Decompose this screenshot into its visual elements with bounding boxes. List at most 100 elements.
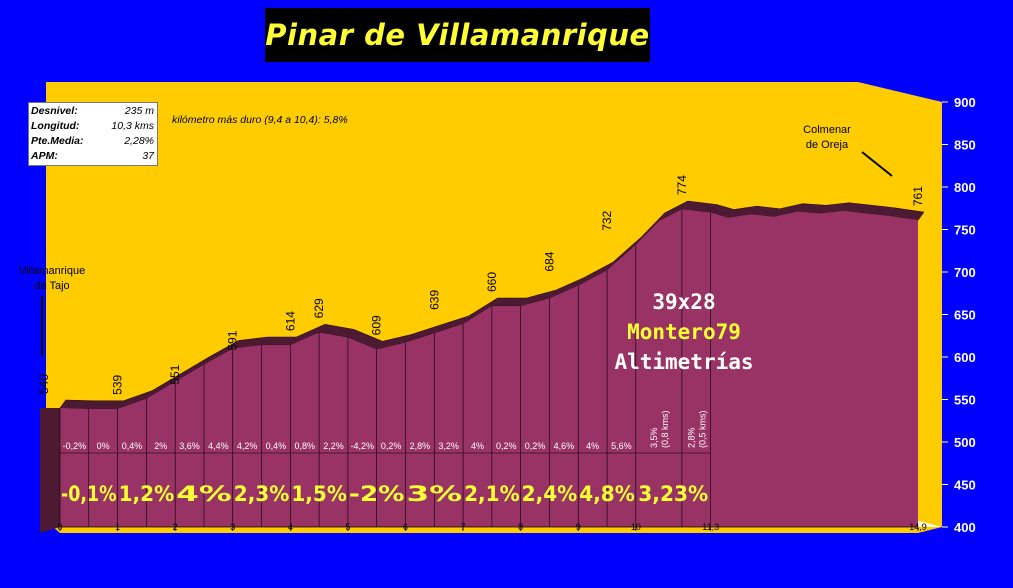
page-title: Pinar de Villamanrique [265,18,650,52]
km-slope-label: -0,1% [61,482,117,506]
y-tick-label: 750 [954,223,976,238]
km-slope-label: 2,4% [522,482,578,506]
end-place-line: Colmenar [803,124,851,136]
segment-slope-label: 5,6% [611,441,632,451]
y-tick-label: 550 [954,393,976,408]
segment-slope-label: 2,8% [410,441,431,451]
segment-slope-label: 0,2% [525,441,546,451]
segment-slope-label: 2,2% [323,441,344,451]
elevation-label: 774 [675,175,689,195]
elevation-label: 609 [370,315,384,335]
stat-row: Longitud: 10,3 kms [31,120,154,135]
start-place-line: de Tajo [34,280,70,292]
credit-author: Montero79 [627,320,741,344]
stat-label: APM: [31,150,58,162]
y-tick-label: 500 [954,435,976,450]
y-tick-label: 850 [954,138,976,153]
segment-slope-label: 0,2% [496,441,517,451]
x-tick-label: 1 [115,522,120,532]
stat-row: Desnivel: 235 m [31,105,154,120]
elevation-label: 732 [600,210,614,230]
km-slope-label: 4% [176,482,232,506]
segment-slope-label: 4% [586,441,599,451]
y-tick-label: 400 [954,520,976,535]
x-tick-label: 3 [230,522,235,532]
segment-slope-label: 0,2% [381,441,402,451]
end-place-label: Colmenar de Oreja [782,123,872,153]
x-tick-label: 9 [576,522,581,532]
x-tick-label: 6 [403,522,408,532]
elevation-label: 539 [111,375,125,395]
x-tick-label: 5 [345,522,350,532]
stat-value: 10,3 kms [111,120,154,132]
km-slope-label: 4,8% [579,482,635,506]
start-place-line: Villamanrique [18,265,86,277]
segment-slope-label: -4,2% [351,441,375,451]
hardest-km-note: kilómetro más duro (9,4 a 10,4): 5,8% [172,114,348,126]
stat-label: Longitud: [31,120,80,132]
segment-slope-label: 4% [471,441,484,451]
stat-label: Desnivel: [31,105,78,117]
segment-slope-label: 4,6% [554,441,575,451]
y-tick-label: 450 [954,478,976,493]
km-slope-label: 2,3% [234,482,290,506]
segment-slope-label: 2% [154,441,167,451]
y-tick-label: 800 [954,180,976,195]
km-slope-label: -2% [349,482,405,506]
x-tick-label: 4 [288,522,293,532]
x-tick-label: 14,9 [909,522,927,532]
elevation-label: 591 [226,330,240,350]
credit-gearing: 39x28 [652,290,716,314]
segment-slope-label: 0,4% [122,441,143,451]
km-slope-label: 2,1% [464,482,520,506]
stat-label: Pte.Media: [31,135,84,147]
segment-slope-label: 3,2% [438,441,459,451]
y-tick-label: 700 [954,265,976,280]
x-tick-label: 7 [461,522,466,532]
segment-slope-label: 0,4% [266,441,287,451]
x-tick-label: 0 [57,522,62,532]
elevation-label: 629 [312,298,326,318]
y-tick-label: 900 [954,95,976,110]
start-place-label: Villamanrique de Tajo [2,264,102,294]
segment-slope-label: -0,2% [63,441,87,451]
km-slope-label: 3,23% [638,482,708,506]
segment-slope-label: 3,5% [649,427,659,448]
segment-slope-label: 3,6% [179,441,200,451]
km-slope-label: 1,2% [119,482,175,506]
credit-site: Altimetrías [614,350,754,374]
segment-slope-sublabel: (0,5 kms) [697,410,707,448]
segment-slope-label: 4,4% [208,441,229,451]
segment-slope-sublabel: (0,8 kms) [660,410,670,448]
km-slope-label: 1,5% [291,482,347,506]
x-tick-label: 11,3 [702,522,719,532]
elevation-label: 551 [168,364,182,384]
stat-value: 37 [142,150,154,162]
segment-slope-label: 0% [97,441,110,451]
stats-box: Desnivel: 235 m Longitud: 10,3 kms Pte.Med… [28,102,158,166]
segment-slope-label: 0,8% [294,441,315,451]
x-tick-label: 2 [173,522,178,532]
elevation-label: 761 [911,186,925,206]
elevation-label: 639 [427,290,441,310]
stat-row: Pte.Media: 2,28% [31,135,154,150]
stat-row: APM: 37 [31,150,154,165]
elevation-label: 660 [485,272,499,292]
title-banner: Pinar de Villamanrique [265,8,650,62]
x-tick-label: 8 [518,522,523,532]
stat-value: 2,28% [124,135,154,147]
elevation-label: 684 [542,251,556,271]
profile-side-wall [40,408,60,533]
end-pointer-line [861,151,893,177]
y-tick-label: 600 [954,350,976,365]
elevation-label: 540 [37,374,51,394]
x-tick-label: 10 [631,522,641,532]
stat-value: 235 m [124,105,154,117]
end-place-line: de Oreja [805,139,849,151]
y-tick-label: 650 [954,308,976,323]
segment-slope-label: 2,8% [686,427,696,448]
elevation-label: 614 [283,311,297,331]
km-slope-label: 3% [407,482,463,506]
profile-area [60,209,918,527]
